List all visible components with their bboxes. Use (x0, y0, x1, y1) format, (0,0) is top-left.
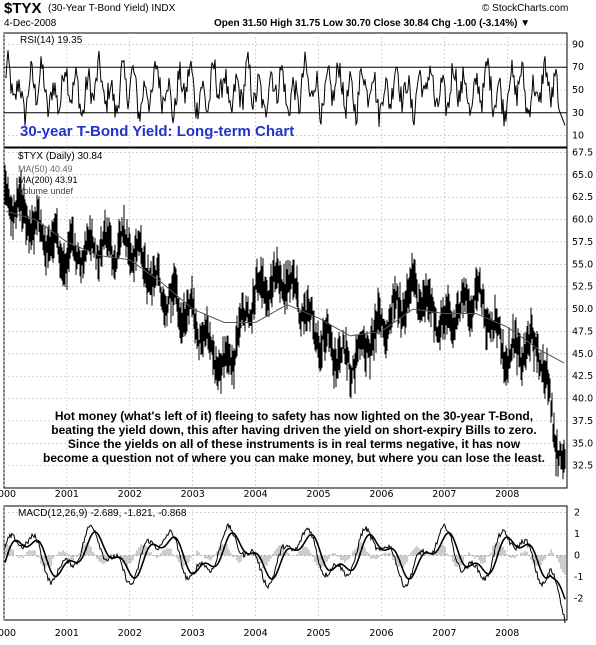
year-tick-label: 2001 (55, 628, 79, 639)
chart-date: 4-Dec-2008 (4, 18, 57, 29)
price-tick-label: 37.5 (572, 416, 593, 427)
price-tick-label: 55.0 (572, 259, 593, 270)
rsi-chart-title: 30-year T-Bond Yield: Long-term Chart (20, 123, 295, 140)
price-tick-label: 67.5 (572, 147, 593, 158)
price-tick-label: 40.0 (572, 394, 593, 405)
price-tick-label: 52.5 (572, 282, 593, 293)
rsi-tick-label: 70 (572, 62, 584, 73)
macd-tick-label: -1 (574, 572, 583, 583)
macd-tick-label: 0 (574, 550, 580, 561)
year-tick-label: 2006 (369, 489, 393, 500)
quote-line: Open 31.50 High 31.75 Low 30.70 Close 30… (214, 18, 531, 29)
year-tick-label: 2000 (0, 628, 16, 639)
symbol: $TYX (4, 0, 42, 17)
price-legend-ma200: MA(200) 43.91 (18, 175, 78, 185)
year-tick-label: 2008 (495, 628, 519, 639)
macd-tick-label: 2 (574, 507, 580, 518)
note-line-3: Since the yields on all of these instrum… (67, 437, 521, 451)
year-tick-label: 2001 (55, 489, 79, 500)
symbol-name: (30-Year T-Bond Yield) INDX (48, 3, 176, 14)
price-legend-main: $TYX (Daily) 30.84 (18, 151, 103, 162)
price-tick-label: 42.5 (572, 371, 593, 382)
year-tick-label: 2008 (495, 489, 519, 500)
price-legend-ma50: MA(50) 40.49 (18, 164, 73, 174)
price-tick-label: 62.5 (572, 192, 593, 203)
price-bars (4, 164, 566, 480)
rsi-tick-label: 10 (572, 131, 584, 142)
rsi-panel (3, 32, 568, 148)
macd-tick-label: 1 (574, 529, 580, 540)
macd-tick-label: -2 (574, 593, 583, 604)
rsi-tick-label: 90 (572, 39, 584, 50)
macd-panel (3, 505, 568, 624)
note-line-1: Hot money (what's left of it) fleeing to… (54, 409, 534, 423)
source-credit: © StockCharts.com (482, 3, 569, 14)
macd-signal-line (4, 531, 566, 600)
price-tick-label: 45.0 (572, 349, 593, 360)
macd-label: MACD(12,26,9) -2.689, -1.821, -0.868 (18, 508, 187, 519)
year-tick-label: 2002 (118, 489, 142, 500)
price-tick-label: 65.0 (572, 170, 593, 181)
price-legend-volume: Volume undef (18, 186, 74, 196)
note-line-2: beating the yield down, this after havin… (51, 423, 537, 437)
year-tick-label: 2004 (244, 489, 268, 500)
year-tick-label: 2004 (244, 628, 268, 639)
price-tick-label: 47.5 (572, 326, 593, 337)
year-tick-label: 2002 (118, 628, 142, 639)
rsi-label: RSI(14) 19.35 (20, 35, 83, 46)
note-line-4: become a question not of where you can m… (43, 451, 545, 465)
rsi-tick-label: 50 (572, 85, 584, 96)
rsi-line (4, 50, 566, 127)
price-tick-label: 57.5 (572, 237, 593, 248)
macd-line (4, 522, 566, 624)
rsi-tick-label: 30 (572, 108, 584, 119)
year-tick-label: 2007 (432, 489, 456, 500)
year-tick-label: 2006 (369, 628, 393, 639)
year-tick-label: 2000 (0, 489, 16, 500)
price-panel (3, 147, 568, 489)
year-tick-label: 2005 (306, 489, 330, 500)
price-tick-label: 50.0 (572, 304, 593, 315)
price-tick-label: 35.0 (572, 438, 593, 449)
macd-histogram (4, 541, 566, 575)
ma200-line (5, 210, 565, 364)
annotation-note: Hot money (what's left of it) fleeing to… (30, 409, 558, 465)
year-tick-label: 2003 (181, 489, 205, 500)
price-tick-label: 32.5 (572, 461, 593, 472)
price-tick-label: 60.0 (572, 215, 593, 226)
year-tick-label: 2003 (181, 628, 205, 639)
year-tick-label: 2005 (306, 628, 330, 639)
year-tick-label: 2007 (432, 628, 456, 639)
